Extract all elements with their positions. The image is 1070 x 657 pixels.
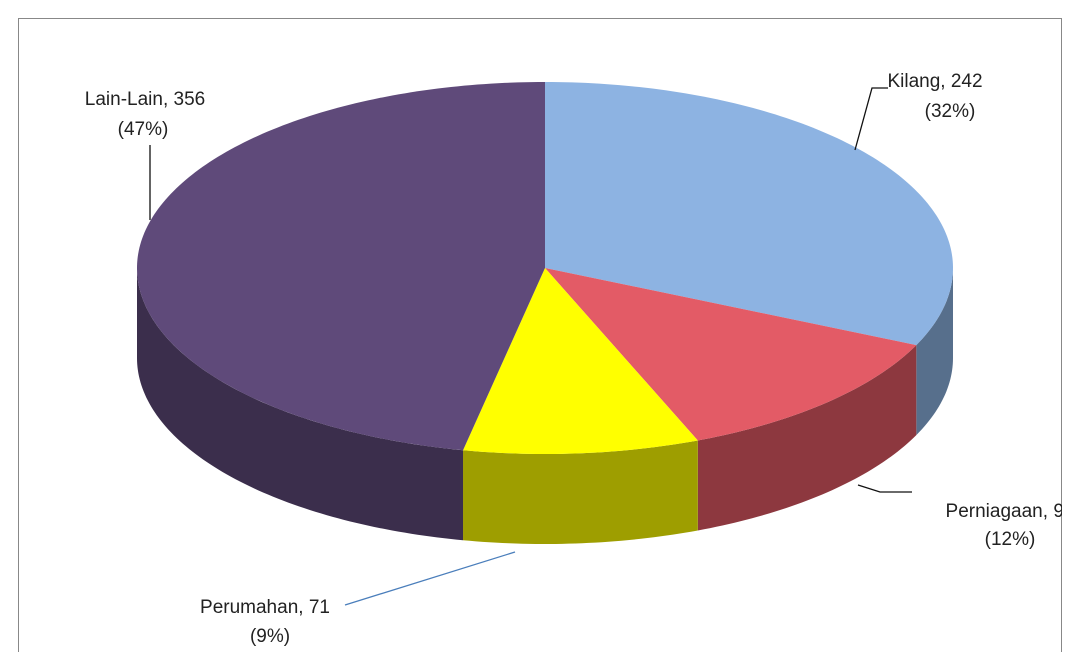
data-label: Perniagaan, 92	[946, 501, 1070, 522]
data-label: Perumahan, 71	[200, 597, 330, 618]
label-separator: ,	[163, 89, 174, 110]
data-label: Lain-Lain, 356	[85, 89, 205, 110]
leader-line	[857, 484, 912, 493]
pie-slice-side	[137, 268, 464, 541]
pie-slice	[545, 268, 917, 441]
pie-slice-side	[697, 345, 917, 531]
pie-slice-side	[463, 440, 698, 544]
percentage-label: (12%)	[985, 529, 1036, 550]
percentage-label: (47%)	[118, 119, 169, 140]
data-labels: Kilang, 242 (32%) Perniagaan, 92 (12%) Perum…	[85, 71, 1070, 647]
category-name: Kilang	[887, 71, 940, 92]
category-name: Perumahan	[200, 597, 298, 618]
value-label: 242	[951, 71, 983, 92]
label-separator: ,	[298, 597, 309, 618]
leader-line	[854, 87, 888, 151]
value-label: 71	[309, 597, 330, 618]
percentage-label: (9%)	[250, 626, 290, 647]
leader-line	[344, 551, 516, 606]
pie-slice	[463, 268, 698, 454]
pie-slice	[545, 82, 953, 346]
pie-slice	[137, 82, 545, 451]
value-label: 356	[174, 89, 206, 110]
category-name: Lain-Lain	[85, 89, 163, 110]
leader-lines	[149, 87, 912, 606]
label-separator: ,	[1043, 501, 1054, 522]
label-separator: ,	[940, 71, 951, 92]
pie-slice-side	[916, 268, 953, 436]
data-label: Kilang, 242	[887, 71, 982, 92]
category-name: Perniagaan	[946, 501, 1043, 522]
percentage-label: (32%)	[925, 101, 976, 122]
plot-area	[137, 82, 953, 544]
value-label: 92	[1053, 501, 1070, 522]
